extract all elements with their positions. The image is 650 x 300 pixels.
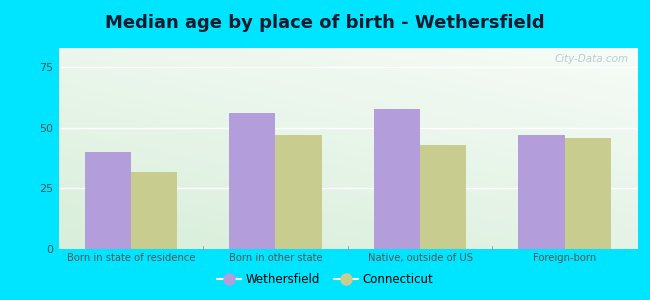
Bar — [565, 138, 611, 249]
Text: City-Data.com: City-Data.com — [554, 54, 629, 64]
Text: Median age by place of birth - Wethersfield: Median age by place of birth - Wethersfi… — [105, 14, 545, 32]
Bar — [229, 113, 276, 249]
Bar — [84, 152, 131, 249]
Bar — [420, 145, 466, 249]
Bar — [374, 109, 420, 249]
Legend: Wethersfield, Connecticut: Wethersfield, Connecticut — [213, 269, 437, 291]
Bar — [519, 135, 565, 249]
Bar — [131, 172, 177, 249]
Bar — [276, 135, 322, 249]
